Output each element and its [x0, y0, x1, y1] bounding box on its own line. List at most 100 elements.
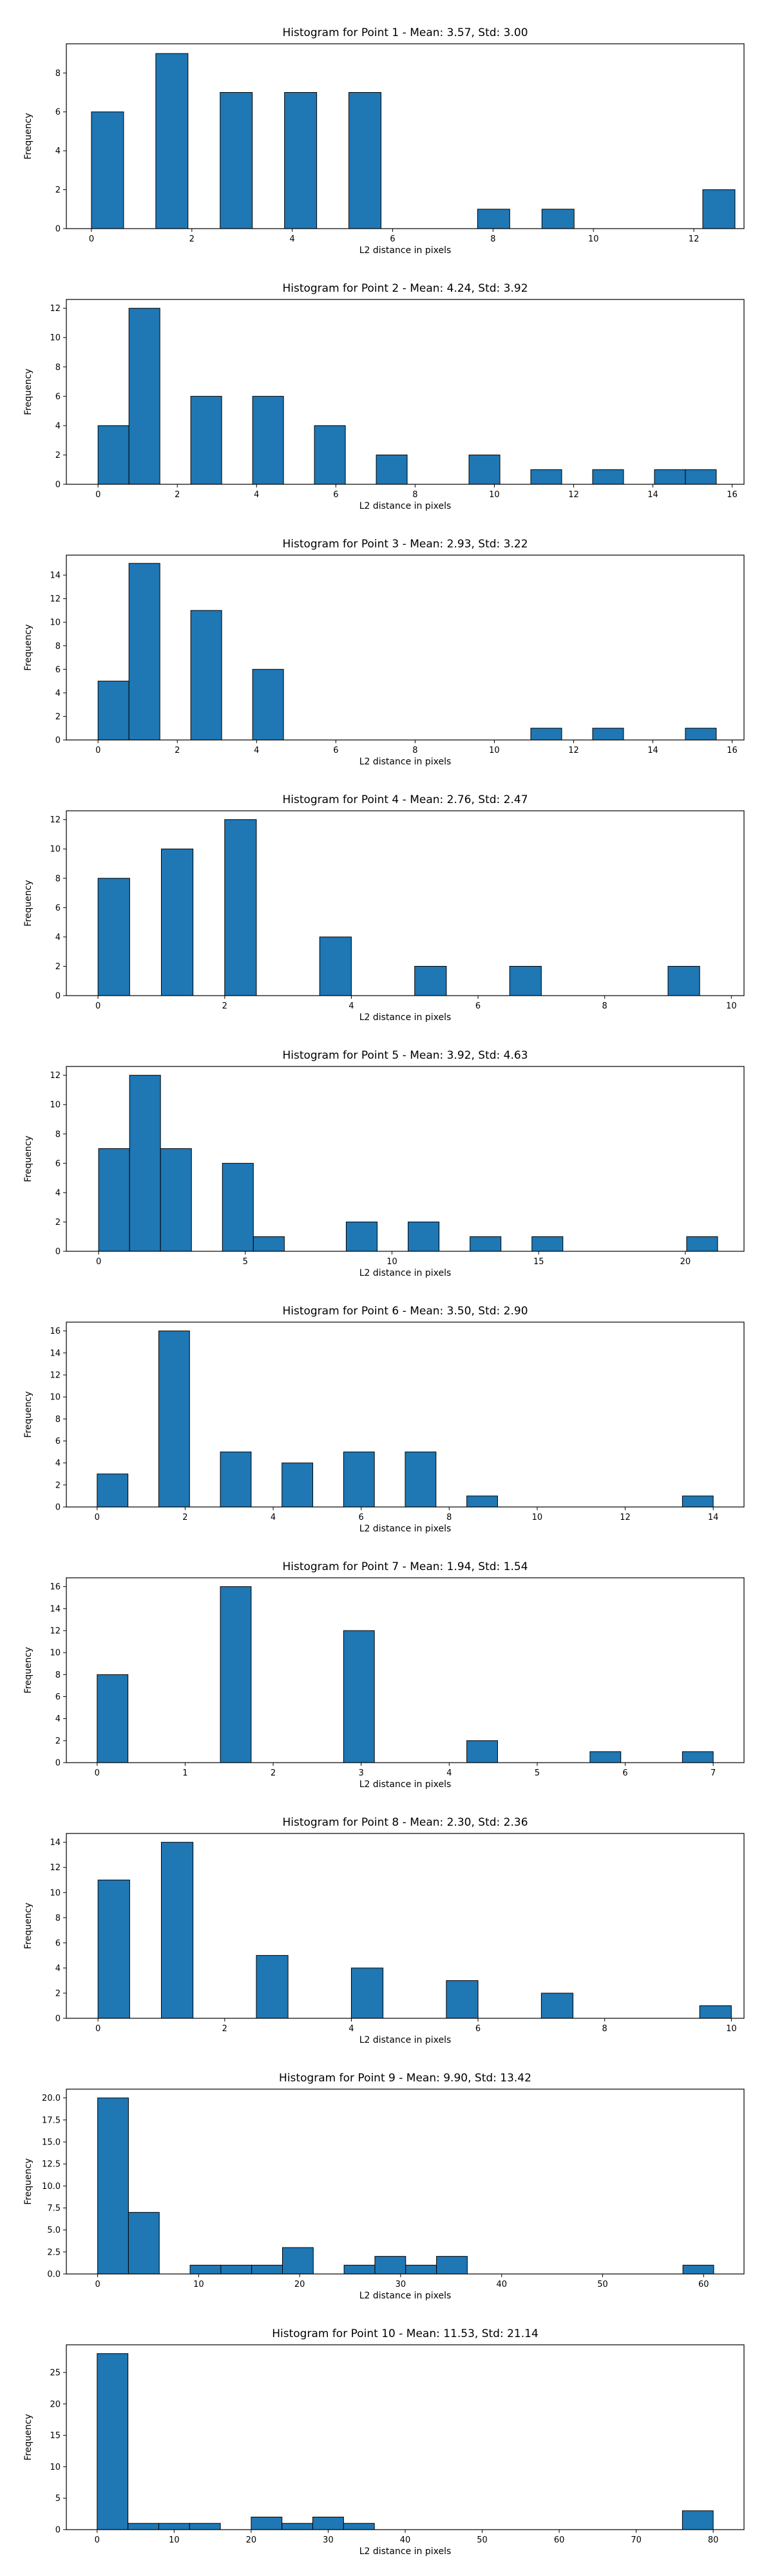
- histogram-bar: [252, 668, 284, 741]
- bars: [97, 1842, 732, 2019]
- x-tick-label: 10: [169, 2535, 180, 2545]
- chart-title: Histogram for Point 1 - Mean: 3.57, Std:…: [282, 26, 528, 39]
- plot-frame: [66, 1577, 745, 1763]
- histogram-bar: [160, 1842, 194, 2019]
- plot-frame: [66, 299, 745, 485]
- x-tick-label: 12: [568, 490, 579, 500]
- x-tick-label: 14: [647, 490, 658, 500]
- histogram-bar: [699, 2005, 732, 2019]
- y-tick-label: 14: [50, 1604, 61, 1614]
- x-tick-label: 6: [475, 2024, 481, 2034]
- x-tick-label: 4: [271, 1513, 276, 1522]
- y-tick-label: 10: [50, 1888, 61, 1898]
- x-tick-label: 4: [254, 490, 259, 500]
- y-tick-label: 14: [50, 571, 61, 581]
- histogram-bar: [128, 2211, 160, 2275]
- y-tick-label: 20: [50, 2400, 61, 2409]
- y-tick-label: 6: [55, 665, 61, 675]
- histogram-bar: [405, 1452, 437, 1508]
- histogram-bar: [97, 2098, 129, 2275]
- x-tick-label: 0: [95, 2535, 100, 2545]
- histogram-bar: [531, 1236, 564, 1252]
- histogram-bar: [343, 1630, 375, 1763]
- histogram-bar: [158, 2523, 190, 2530]
- x-axis-label: L2 distance in pixels: [359, 1268, 452, 1278]
- y-axis-label: Frequency: [23, 2158, 33, 2204]
- y-tick-label: 0: [55, 1503, 61, 1513]
- y-axis-label: Frequency: [23, 1647, 33, 1693]
- y-tick-label: 2: [55, 1481, 61, 1490]
- histogram-bar: [343, 2264, 376, 2275]
- x-axis-label: L2 distance in pixels: [359, 1779, 452, 1790]
- x-tick-label: 4: [348, 1001, 354, 1011]
- y-tick-label: 20.0: [42, 2094, 61, 2103]
- histogram-chart-1: Histogram for Point 1 - Mean: 3.57, Std:…: [23, 26, 745, 256]
- x-tick-label: 80: [708, 2535, 719, 2545]
- histogram-bar: [97, 1879, 130, 2019]
- y-tick-label: 4: [55, 1714, 61, 1724]
- x-tick-label: 50: [597, 2280, 608, 2289]
- histogram-bar: [686, 1236, 718, 1252]
- histogram-bar: [220, 1452, 252, 1508]
- y-tick-label: 2.5: [47, 2248, 61, 2257]
- histogram-bar: [284, 92, 318, 229]
- y-tick-label: 25: [50, 2368, 61, 2378]
- bars: [97, 2098, 714, 2275]
- y-tick-label: 6: [55, 1692, 61, 1702]
- y-tick-label: 8: [55, 363, 61, 372]
- histogram-bar: [160, 848, 194, 996]
- x-axis-label: L2 distance in pixels: [359, 757, 452, 767]
- x-tick-label: 8: [602, 1001, 607, 1011]
- x-tick-label: 12: [620, 1513, 631, 1522]
- x-tick-label: 0: [95, 746, 100, 755]
- x-tick-label: 16: [727, 490, 738, 500]
- bars: [97, 819, 700, 996]
- histogram-chart-9: Histogram for Point 9 - Mean: 9.90, Std:…: [23, 2072, 745, 2301]
- x-tick-label: 10: [726, 2024, 737, 2034]
- histogram-bar: [91, 111, 124, 229]
- histogram-bar: [160, 1148, 192, 1252]
- y-tick-label: 0: [55, 992, 61, 1001]
- x-tick-label: 3: [359, 1768, 364, 1778]
- histogram-bar: [530, 469, 562, 485]
- x-tick-label: 4: [290, 234, 295, 244]
- y-tick-label: 2: [55, 962, 61, 972]
- histogram-bar: [702, 189, 736, 229]
- bars: [97, 1331, 714, 1508]
- x-tick-label: 8: [412, 746, 417, 755]
- y-tick-label: 8: [55, 1671, 61, 1680]
- y-tick-label: 4: [55, 1188, 61, 1198]
- y-axis-label: Frequency: [23, 2414, 33, 2460]
- histogram-bar: [685, 469, 717, 485]
- x-axis-label: L2 distance in pixels: [359, 2546, 452, 2557]
- bars: [97, 1586, 714, 1763]
- x-tick-label: 2: [189, 234, 195, 244]
- y-tick-label: 12: [50, 304, 61, 314]
- histogram-bar: [252, 395, 284, 485]
- histogram-bar: [343, 1452, 375, 1508]
- histogram-bar: [350, 1967, 384, 2019]
- histogram-bar: [312, 2516, 344, 2530]
- histogram-chart-5: Histogram for Point 5 - Mean: 3.92, Std:…: [23, 1049, 745, 1278]
- plot-frame: [66, 810, 745, 996]
- x-tick-label: 30: [323, 2535, 334, 2545]
- y-axis-label: Frequency: [23, 368, 33, 415]
- x-tick-label: 0: [95, 2024, 100, 2034]
- y-tick-label: 12: [50, 1627, 61, 1636]
- y-tick-label: 6: [55, 108, 61, 117]
- y-tick-label: 10: [50, 618, 61, 628]
- y-tick-label: 6: [55, 904, 61, 913]
- histogram-bar: [374, 2256, 406, 2275]
- y-tick-label: 10.0: [42, 2182, 61, 2192]
- x-tick-label: 6: [622, 1768, 627, 1778]
- histogram-bar: [414, 965, 447, 996]
- histogram-bar: [97, 2353, 129, 2530]
- y-tick-label: 0: [55, 1759, 61, 1768]
- chart-title: Histogram for Point 8 - Mean: 2.30, Std:…: [282, 1816, 528, 1829]
- y-axis-label: Frequency: [23, 1135, 33, 1182]
- x-tick-label: 10: [489, 490, 500, 500]
- histogram-bar: [97, 1674, 129, 1763]
- y-tick-label: 0: [55, 480, 61, 490]
- histogram-bar: [592, 469, 624, 485]
- y-tick-label: 0: [55, 736, 61, 746]
